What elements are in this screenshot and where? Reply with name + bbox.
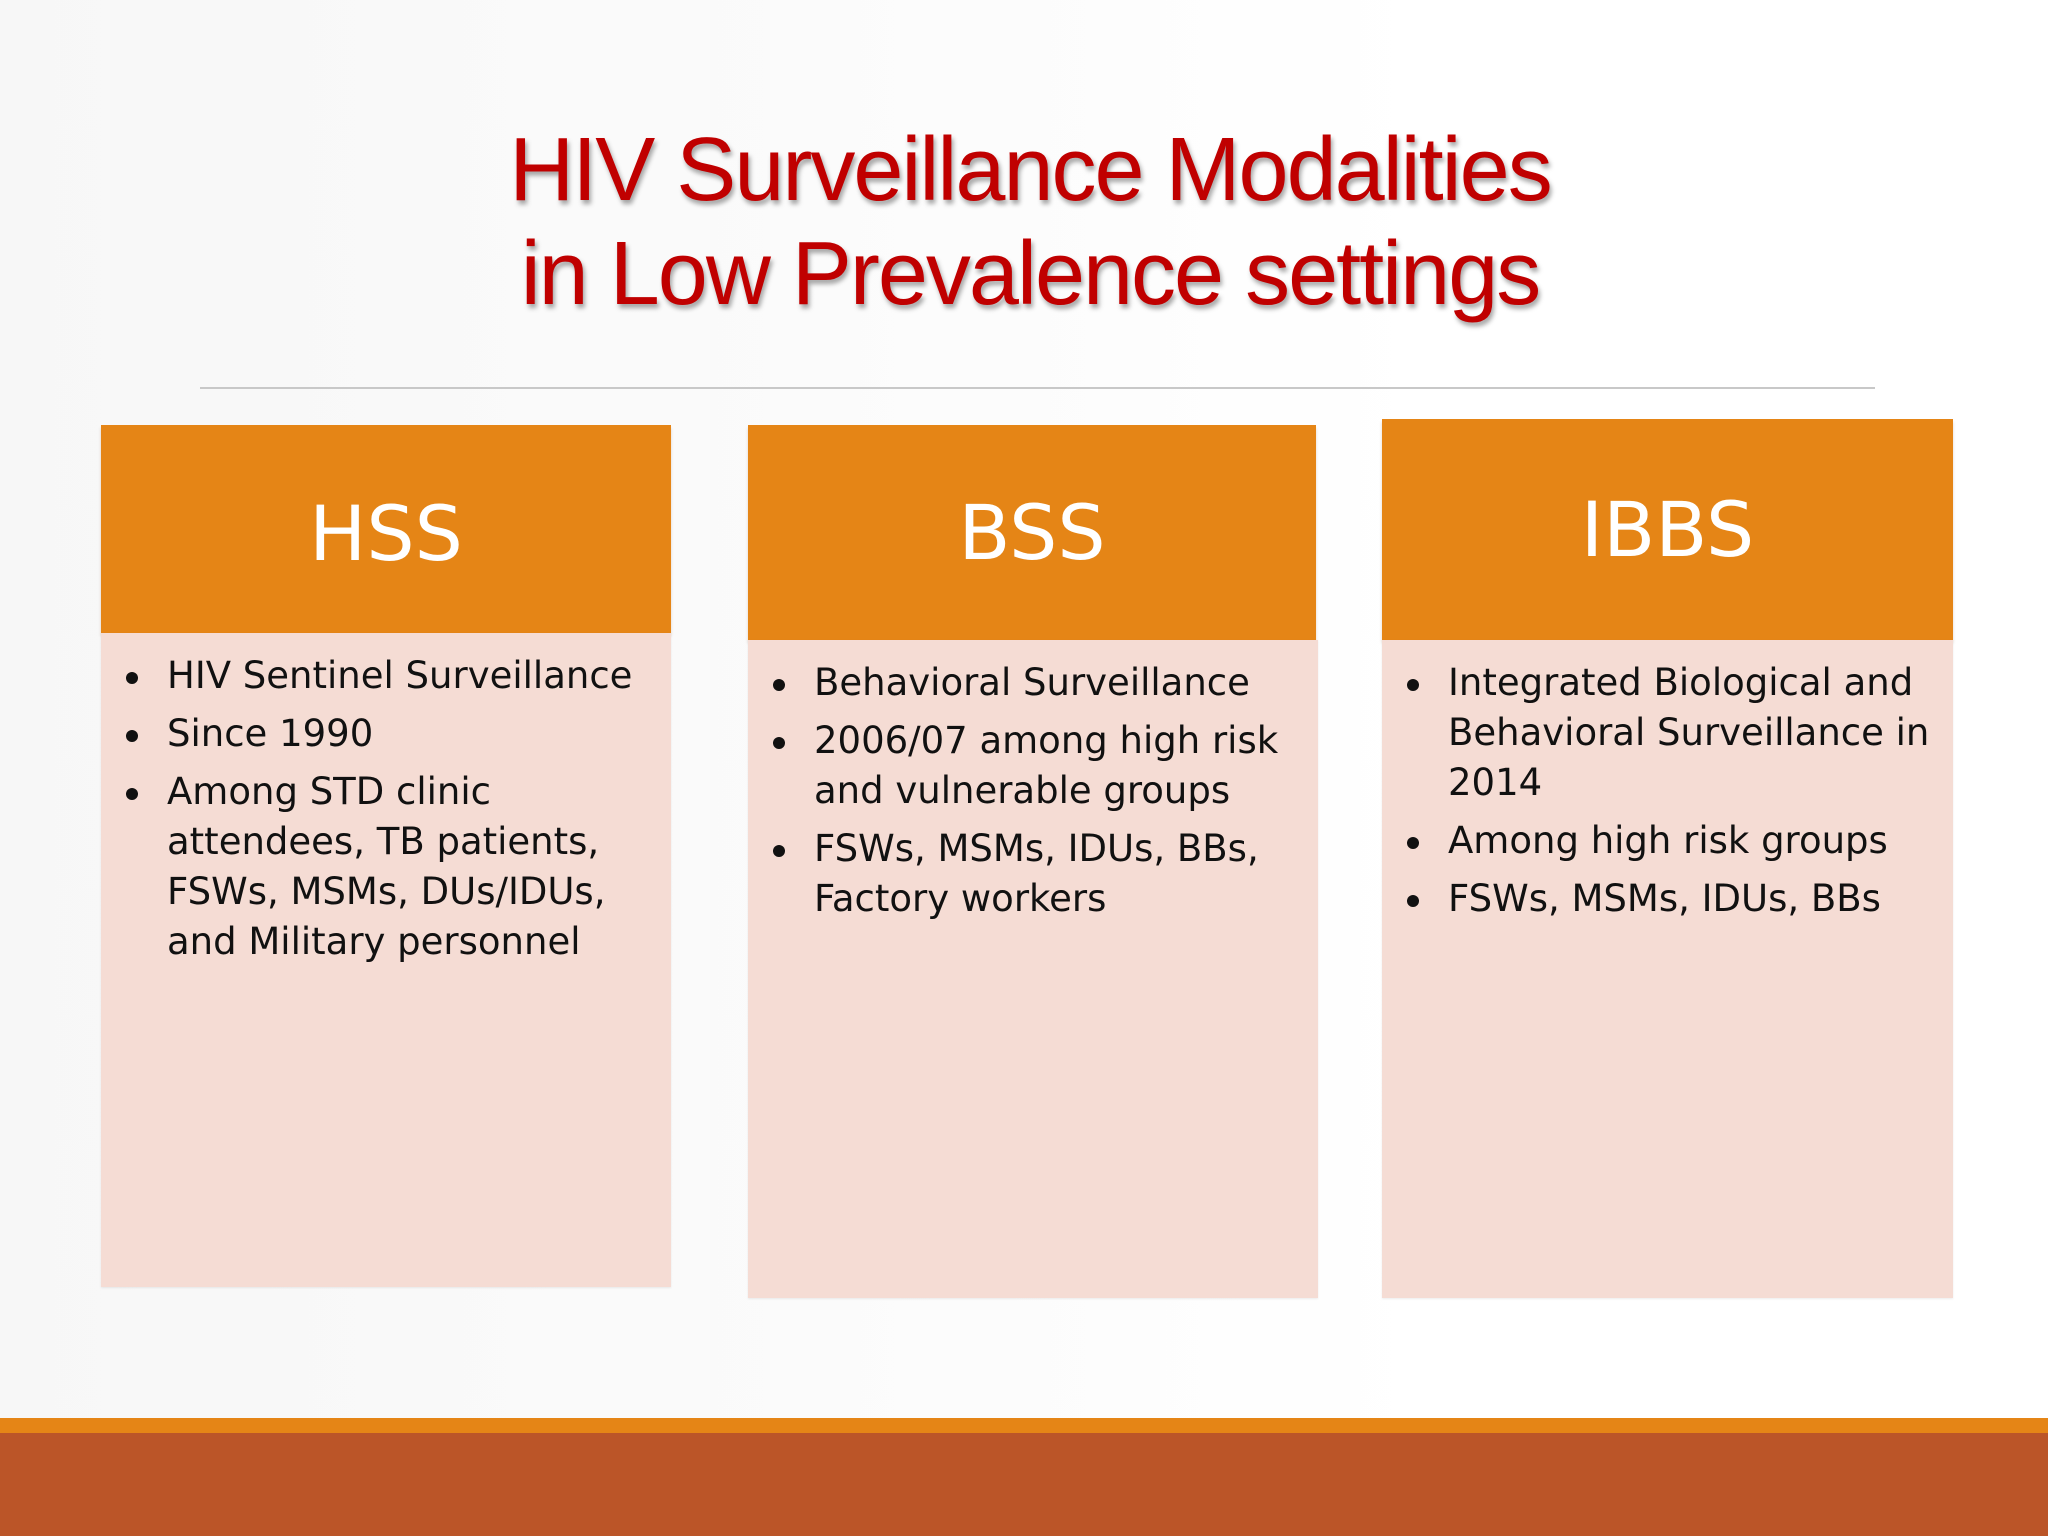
- column-body: Integrated Biological and Behavioral Sur…: [1382, 640, 1953, 1298]
- slide-title: HIV Surveillance Modalities in Low Preva…: [0, 118, 2048, 326]
- list-item: 2006/07 among high risk and vulnerable g…: [772, 716, 1298, 816]
- title-line-1: HIV Surveillance Modalities: [509, 120, 1552, 220]
- list-item: Among high risk groups: [1406, 816, 1933, 866]
- list-item: FSWs, MSMs, IDUs, BBs, Factory workers: [772, 824, 1298, 924]
- column-header: IBBS: [1382, 419, 1953, 640]
- list-item: Behavioral Surveillance: [772, 658, 1298, 708]
- column-body: HIV Sentinel Surveillance Since 1990 Amo…: [101, 633, 671, 1287]
- bullet-list: Integrated Biological and Behavioral Sur…: [1406, 658, 1933, 924]
- footer-band: [0, 1433, 2048, 1536]
- title-line-2: in Low Prevalence settings: [520, 224, 1542, 324]
- column-heading: IBBS: [1580, 485, 1755, 574]
- bullet-list: HIV Sentinel Surveillance Since 1990 Amo…: [125, 651, 651, 967]
- list-item: FSWs, MSMs, IDUs, BBs: [1406, 874, 1933, 924]
- column-heading: HSS: [309, 488, 463, 578]
- column-header: HSS: [101, 425, 671, 633]
- list-item: HIV Sentinel Surveillance: [125, 651, 651, 701]
- column-heading: BSS: [958, 488, 1106, 577]
- footer-accent-stripe: [0, 1418, 2048, 1433]
- column-body: Behavioral Surveillance 2006/07 among hi…: [748, 640, 1318, 1298]
- bullet-list: Behavioral Surveillance 2006/07 among hi…: [772, 658, 1298, 924]
- list-item: Among STD clinic attendees, TB patients,…: [125, 767, 651, 967]
- list-item: Integrated Biological and Behavioral Sur…: [1406, 658, 1933, 808]
- title-divider: [200, 387, 1875, 389]
- column-header: BSS: [748, 425, 1316, 640]
- list-item: Since 1990: [125, 709, 651, 759]
